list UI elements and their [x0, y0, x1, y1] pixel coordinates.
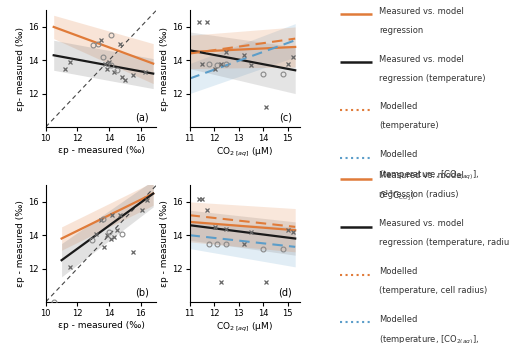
Text: (temperature, [CO$_{2(aq)}$],: (temperature, [CO$_{2(aq)}$],: [379, 169, 479, 182]
Text: (b): (b): [135, 287, 149, 297]
X-axis label: εp - measured (‰): εp - measured (‰): [58, 146, 145, 155]
Text: Measured vs. model: Measured vs. model: [379, 7, 464, 16]
Text: (c): (c): [279, 112, 292, 122]
Y-axis label: εp - measured (‰): εp - measured (‰): [16, 200, 25, 287]
Text: regression (temperature, radiu…: regression (temperature, radiu…: [379, 238, 509, 247]
Text: Modelled: Modelled: [379, 315, 417, 324]
Y-axis label: εp- measured (‰): εp- measured (‰): [160, 27, 169, 110]
Text: (d): (d): [278, 287, 292, 297]
Text: regression (radius): regression (radius): [379, 190, 458, 199]
Text: (a): (a): [135, 112, 149, 122]
Text: (temperature): (temperature): [379, 121, 438, 130]
Text: Modelled: Modelled: [379, 267, 417, 276]
X-axis label: CO$_{2\ [aq]}$ (μM): CO$_{2\ [aq]}$ (μM): [216, 321, 273, 334]
Text: (temperature, [CO$_{2(aq)}$],: (temperature, [CO$_{2(aq)}$],: [379, 334, 479, 343]
Text: regression (temperature): regression (temperature): [379, 73, 485, 83]
Y-axis label: εp- measured (‰): εp- measured (‰): [16, 27, 25, 110]
X-axis label: εp - measured (‰): εp - measured (‰): [58, 321, 145, 330]
X-axis label: CO$_{2\ [aq]}$ (μM): CO$_{2\ [aq]}$ (μM): [216, 146, 273, 159]
Text: Modelled: Modelled: [379, 150, 417, 159]
Text: $\delta^{13}$C$_{CO_2}$): $\delta^{13}$C$_{CO_2}$): [379, 188, 414, 203]
Text: regression: regression: [379, 26, 423, 35]
Text: Measured vs. model: Measured vs. model: [379, 172, 464, 180]
Text: (temperature, cell radius): (temperature, cell radius): [379, 286, 487, 295]
Text: Measured vs. model: Measured vs. model: [379, 55, 464, 63]
Y-axis label: εp - measured (‰): εp - measured (‰): [160, 200, 169, 287]
Text: Measured vs. model: Measured vs. model: [379, 219, 464, 228]
Text: Modelled: Modelled: [379, 102, 417, 111]
